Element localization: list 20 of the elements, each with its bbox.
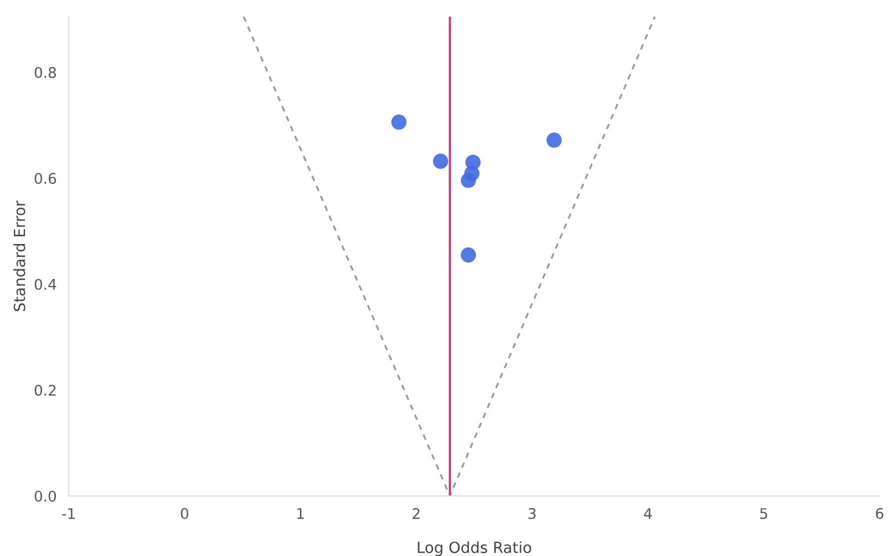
- y-tick-label: 0.4: [34, 278, 56, 290]
- x-tick-label: 4: [644, 508, 652, 519]
- point: [460, 172, 476, 188]
- x-tick-label: 0: [180, 508, 188, 520]
- x-tick-label: 6: [876, 508, 884, 520]
- point: [432, 154, 448, 169]
- point: [391, 114, 406, 130]
- point: [460, 247, 476, 263]
- y-axis-title: Standard Error: [13, 200, 26, 312]
- point: [546, 132, 562, 148]
- y-tick-label: 0.0: [34, 490, 56, 502]
- y-tick-label: 0.8: [34, 67, 56, 78]
- x-tick-label: 5: [760, 508, 768, 520]
- y-tick-label: 0.6: [34, 172, 56, 184]
- x-tick-label: 2: [412, 508, 420, 519]
- x-tick-label: 1: [297, 508, 304, 519]
- x-axis-title: Log Odds Ratio: [418, 541, 532, 556]
- y-tick-label: 0.2: [34, 384, 56, 396]
- x-tick-label: -1: [62, 508, 75, 519]
- x-tick-label: 3: [528, 508, 536, 520]
